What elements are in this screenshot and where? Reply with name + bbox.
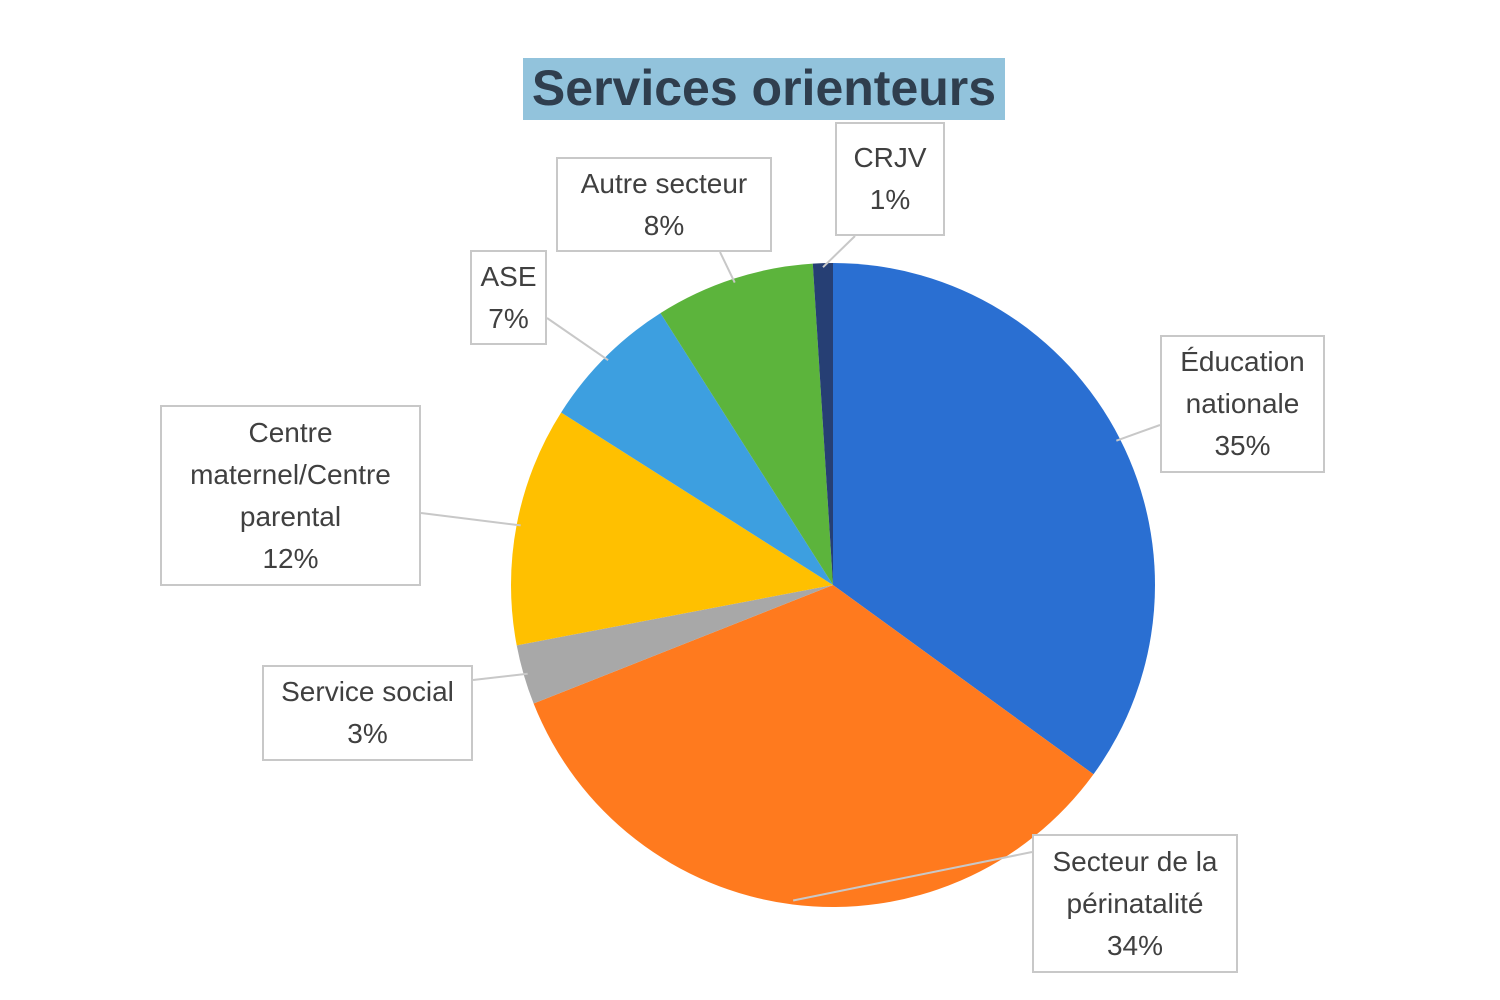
pie-slice <box>833 263 1155 775</box>
pie-slice <box>561 313 833 585</box>
leader-line <box>1116 424 1161 442</box>
value-label: 34% <box>1106 929 1164 961</box>
pie-slice <box>660 263 833 585</box>
category-label: Autre secteur <box>580 167 748 199</box>
pie-slice <box>511 412 833 646</box>
category-label: ASE <box>480 260 537 292</box>
leader-line <box>420 512 521 527</box>
category-label: CRJV <box>853 142 927 173</box>
category-label: Service social <box>281 676 454 707</box>
leader-line <box>719 251 736 283</box>
category-label: Centre maternel/Centre parental <box>190 416 391 532</box>
category-label: Éducation nationale <box>1180 346 1305 419</box>
value-label: 1% <box>869 184 911 215</box>
data-label: Éducation nationale 35% <box>1160 335 1325 473</box>
pie-slice <box>812 263 833 585</box>
data-label: Service social 3% <box>262 665 473 761</box>
value-label: 3% <box>347 718 388 749</box>
data-label: Centre maternel/Centre parental 12% <box>160 405 421 586</box>
category-label: Secteur de la périnatalité <box>1052 845 1218 919</box>
data-label: Autre secteur 8% <box>556 157 772 252</box>
data-label: CRJV 1% <box>835 122 945 236</box>
pie-slice <box>516 585 833 704</box>
value-label: 12% <box>262 542 319 574</box>
leader-line <box>792 851 1033 902</box>
pie-slice <box>533 585 1094 907</box>
value-label: 7% <box>488 302 529 334</box>
data-label: Secteur de la périnatalité 34% <box>1032 834 1238 973</box>
value-label: 35% <box>1214 430 1271 461</box>
chart-title: Services orienteurs <box>523 58 1005 120</box>
leader-line <box>822 235 856 268</box>
leader-line <box>546 317 609 361</box>
leader-line <box>472 672 528 681</box>
value-label: 8% <box>643 209 685 241</box>
data-label: ASE 7% <box>470 250 547 345</box>
